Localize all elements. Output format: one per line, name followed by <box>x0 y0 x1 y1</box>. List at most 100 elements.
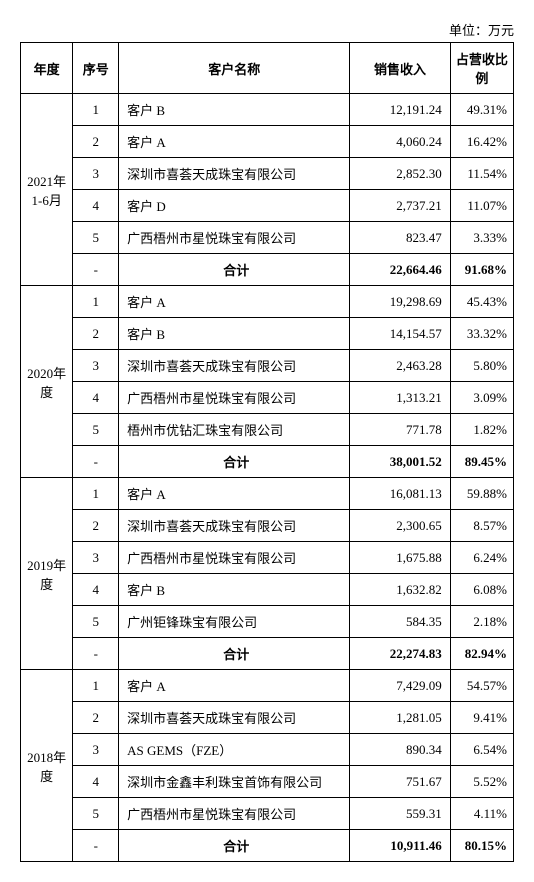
revenue-cell: 2,300.65 <box>350 510 450 542</box>
table-row: 5广州钜锋珠宝有限公司584.352.18% <box>21 606 514 638</box>
revenue-cell: 1,675.88 <box>350 542 450 574</box>
total-revenue-cell: 22,664.46 <box>350 254 450 286</box>
total-label-cell: 合计 <box>119 254 350 286</box>
revenue-cell: 1,313.21 <box>350 382 450 414</box>
name-cell: 深圳市喜荟天成珠宝有限公司 <box>119 158 350 190</box>
table-row: 3广西梧州市星悦珠宝有限公司1,675.886.24% <box>21 542 514 574</box>
name-cell: 广西梧州市星悦珠宝有限公司 <box>119 798 350 830</box>
seq-cell: 4 <box>73 574 119 606</box>
seq-cell: 2 <box>73 126 119 158</box>
seq-cell: 5 <box>73 606 119 638</box>
name-cell: 客户 D <box>119 190 350 222</box>
pct-cell: 11.54% <box>450 158 513 190</box>
year-cell: 2021年 1-6月 <box>21 94 73 286</box>
seq-cell: 1 <box>73 670 119 702</box>
seq-cell: 5 <box>73 798 119 830</box>
seq-cell: 5 <box>73 414 119 446</box>
table-row: 5梧州市优钻汇珠宝有限公司771.781.82% <box>21 414 514 446</box>
table-row: 4客户 D2,737.2111.07% <box>21 190 514 222</box>
name-cell: 深圳市金鑫丰利珠宝首饰有限公司 <box>119 766 350 798</box>
header-pct: 占营收比例 <box>450 43 513 94</box>
table-row: 3深圳市喜荟天成珠宝有限公司2,852.3011.54% <box>21 158 514 190</box>
table-row: 5广西梧州市星悦珠宝有限公司823.473.33% <box>21 222 514 254</box>
pct-cell: 3.33% <box>450 222 513 254</box>
name-cell: 客户 A <box>119 286 350 318</box>
name-cell: AS GEMS（FZE） <box>119 734 350 766</box>
seq-cell: 5 <box>73 222 119 254</box>
seq-cell: 1 <box>73 286 119 318</box>
table-row: 2深圳市喜荟天成珠宝有限公司2,300.658.57% <box>21 510 514 542</box>
pct-cell: 6.24% <box>450 542 513 574</box>
total-row: -合计22,274.8382.94% <box>21 638 514 670</box>
revenue-cell: 890.34 <box>350 734 450 766</box>
seq-cell: 4 <box>73 382 119 414</box>
seq-cell: 3 <box>73 542 119 574</box>
header-year: 年度 <box>21 43 73 94</box>
header-revenue: 销售收入 <box>350 43 450 94</box>
total-row: -合计22,664.4691.68% <box>21 254 514 286</box>
revenue-cell: 771.78 <box>350 414 450 446</box>
name-cell: 客户 B <box>119 94 350 126</box>
name-cell: 广州钜锋珠宝有限公司 <box>119 606 350 638</box>
total-pct-cell: 82.94% <box>450 638 513 670</box>
unit-label: 单位：万元 <box>20 20 514 39</box>
name-cell: 深圳市喜荟天成珠宝有限公司 <box>119 350 350 382</box>
pct-cell: 3.09% <box>450 382 513 414</box>
pct-cell: 4.11% <box>450 798 513 830</box>
pct-cell: 5.52% <box>450 766 513 798</box>
total-label-cell: 合计 <box>119 446 350 478</box>
table-row: 4深圳市金鑫丰利珠宝首饰有限公司751.675.52% <box>21 766 514 798</box>
table-row: 5广西梧州市星悦珠宝有限公司559.314.11% <box>21 798 514 830</box>
pct-cell: 8.57% <box>450 510 513 542</box>
revenue-cell: 751.67 <box>350 766 450 798</box>
pct-cell: 49.31% <box>450 94 513 126</box>
name-cell: 深圳市喜荟天成珠宝有限公司 <box>119 702 350 734</box>
total-row: -合计10,911.4680.15% <box>21 830 514 862</box>
header-row: 年度 序号 客户名称 销售收入 占营收比例 <box>21 43 514 94</box>
table-row: 4客户 B1,632.826.08% <box>21 574 514 606</box>
name-cell: 梧州市优钻汇珠宝有限公司 <box>119 414 350 446</box>
pct-cell: 59.88% <box>450 478 513 510</box>
pct-cell: 11.07% <box>450 190 513 222</box>
name-cell: 广西梧州市星悦珠宝有限公司 <box>119 382 350 414</box>
name-cell: 深圳市喜荟天成珠宝有限公司 <box>119 510 350 542</box>
year-cell: 2020年度 <box>21 286 73 478</box>
seq-cell: 1 <box>73 478 119 510</box>
total-seq-cell: - <box>73 254 119 286</box>
revenue-cell: 1,632.82 <box>350 574 450 606</box>
year-cell: 2019年度 <box>21 478 73 670</box>
table-row: 2客户 B14,154.5733.32% <box>21 318 514 350</box>
name-cell: 客户 A <box>119 670 350 702</box>
pct-cell: 54.57% <box>450 670 513 702</box>
revenue-cell: 1,281.05 <box>350 702 450 734</box>
total-revenue-cell: 10,911.46 <box>350 830 450 862</box>
pct-cell: 6.08% <box>450 574 513 606</box>
total-seq-cell: - <box>73 638 119 670</box>
name-cell: 客户 B <box>119 574 350 606</box>
seq-cell: 1 <box>73 94 119 126</box>
revenue-cell: 559.31 <box>350 798 450 830</box>
total-pct-cell: 80.15% <box>450 830 513 862</box>
name-cell: 客户 A <box>119 126 350 158</box>
seq-cell: 3 <box>73 350 119 382</box>
pct-cell: 9.41% <box>450 702 513 734</box>
seq-cell: 2 <box>73 510 119 542</box>
revenue-cell: 16,081.13 <box>350 478 450 510</box>
name-cell: 广西梧州市星悦珠宝有限公司 <box>119 542 350 574</box>
year-cell: 2018年度 <box>21 670 73 862</box>
pct-cell: 45.43% <box>450 286 513 318</box>
total-seq-cell: - <box>73 830 119 862</box>
revenue-cell: 823.47 <box>350 222 450 254</box>
revenue-cell: 2,852.30 <box>350 158 450 190</box>
revenue-cell: 2,737.21 <box>350 190 450 222</box>
total-pct-cell: 89.45% <box>450 446 513 478</box>
pct-cell: 6.54% <box>450 734 513 766</box>
name-cell: 客户 B <box>119 318 350 350</box>
table-row: 2020年度1客户 A19,298.6945.43% <box>21 286 514 318</box>
table-row: 3AS GEMS（FZE）890.346.54% <box>21 734 514 766</box>
total-revenue-cell: 22,274.83 <box>350 638 450 670</box>
seq-cell: 2 <box>73 318 119 350</box>
pct-cell: 33.32% <box>450 318 513 350</box>
table-row: 3深圳市喜荟天成珠宝有限公司2,463.285.80% <box>21 350 514 382</box>
pct-cell: 16.42% <box>450 126 513 158</box>
